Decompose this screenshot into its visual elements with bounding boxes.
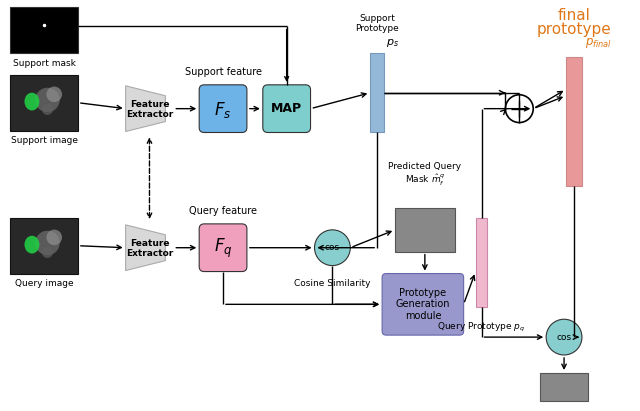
Text: $F_s$: $F_s$ — [214, 99, 232, 120]
Circle shape — [314, 230, 350, 266]
Text: MAP: MAP — [271, 102, 302, 115]
Text: $F_q$: $F_q$ — [214, 237, 232, 260]
FancyBboxPatch shape — [199, 224, 247, 272]
Text: Query feature: Query feature — [189, 206, 257, 216]
Text: Extractor: Extractor — [126, 110, 173, 119]
Circle shape — [42, 247, 53, 258]
Bar — [10, 218, 78, 274]
Bar — [566, 57, 582, 186]
Text: Support image: Support image — [11, 136, 77, 145]
Text: cos: cos — [325, 243, 340, 252]
Text: $p_{final}$: $p_{final}$ — [585, 36, 612, 50]
Bar — [370, 53, 384, 132]
Text: $p_s$: $p_s$ — [386, 37, 399, 49]
Polygon shape — [125, 86, 165, 132]
Text: cos: cos — [557, 332, 572, 342]
Text: Support mask: Support mask — [13, 59, 76, 68]
Text: Prototype
Generation
module: Prototype Generation module — [396, 288, 450, 321]
Circle shape — [546, 319, 582, 355]
Ellipse shape — [24, 236, 40, 254]
Text: Cosine Similarity: Cosine Similarity — [294, 279, 371, 289]
Text: Query image: Query image — [15, 279, 74, 289]
Circle shape — [42, 104, 53, 115]
Text: prototype: prototype — [536, 22, 611, 37]
Circle shape — [506, 95, 533, 122]
Text: Support feature: Support feature — [184, 67, 262, 77]
Text: final: final — [557, 8, 591, 23]
Circle shape — [35, 88, 60, 112]
Bar — [476, 218, 488, 307]
Text: Extractor: Extractor — [126, 249, 173, 258]
Polygon shape — [125, 225, 165, 270]
Text: Feature: Feature — [130, 100, 169, 109]
Text: Predicted Query
Mask $\hat{m}_f^q$: Predicted Query Mask $\hat{m}_f^q$ — [388, 162, 461, 188]
Text: Feature: Feature — [130, 239, 169, 248]
Bar — [395, 208, 454, 252]
FancyBboxPatch shape — [263, 85, 310, 132]
Circle shape — [47, 87, 62, 102]
FancyBboxPatch shape — [382, 274, 463, 335]
FancyBboxPatch shape — [199, 85, 247, 132]
Bar — [10, 7, 78, 53]
Text: Support
Prototype: Support Prototype — [355, 14, 399, 33]
Text: Query Prototype $p_q$: Query Prototype $p_q$ — [437, 321, 525, 334]
Bar — [10, 75, 78, 131]
Bar — [540, 373, 588, 401]
Circle shape — [47, 230, 62, 245]
Circle shape — [35, 231, 60, 255]
Ellipse shape — [24, 93, 40, 111]
